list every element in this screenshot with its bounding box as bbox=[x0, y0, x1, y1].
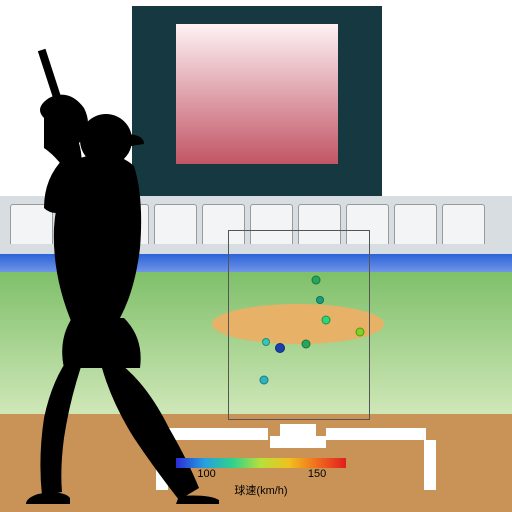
plate-line bbox=[326, 428, 426, 440]
legend-axis-label: 球速(km/h) bbox=[176, 482, 346, 498]
pitch-marker bbox=[312, 276, 321, 285]
plate-line bbox=[424, 440, 436, 490]
speed-legend: 100 150 球速(km/h) bbox=[176, 458, 346, 498]
strike-zone bbox=[228, 230, 370, 420]
pitch-marker bbox=[275, 343, 285, 353]
pitch-marker bbox=[262, 338, 270, 346]
batter-silhouette bbox=[0, 48, 244, 504]
legend-ticks: 100 150 bbox=[176, 468, 346, 482]
pitch-marker bbox=[260, 376, 269, 385]
seat bbox=[394, 204, 437, 244]
pitch-marker bbox=[322, 316, 331, 325]
plate-line bbox=[280, 424, 316, 436]
legend-tick: 150 bbox=[308, 468, 326, 480]
plate-line bbox=[270, 436, 326, 448]
pitch-marker bbox=[302, 340, 311, 349]
pitch-marker bbox=[316, 296, 324, 304]
legend-colorbar bbox=[176, 458, 346, 468]
pitch-marker bbox=[356, 328, 365, 337]
chart-canvas: 100 150 球速(km/h) bbox=[0, 0, 512, 512]
seat bbox=[442, 204, 485, 244]
legend-tick: 100 bbox=[197, 468, 215, 480]
